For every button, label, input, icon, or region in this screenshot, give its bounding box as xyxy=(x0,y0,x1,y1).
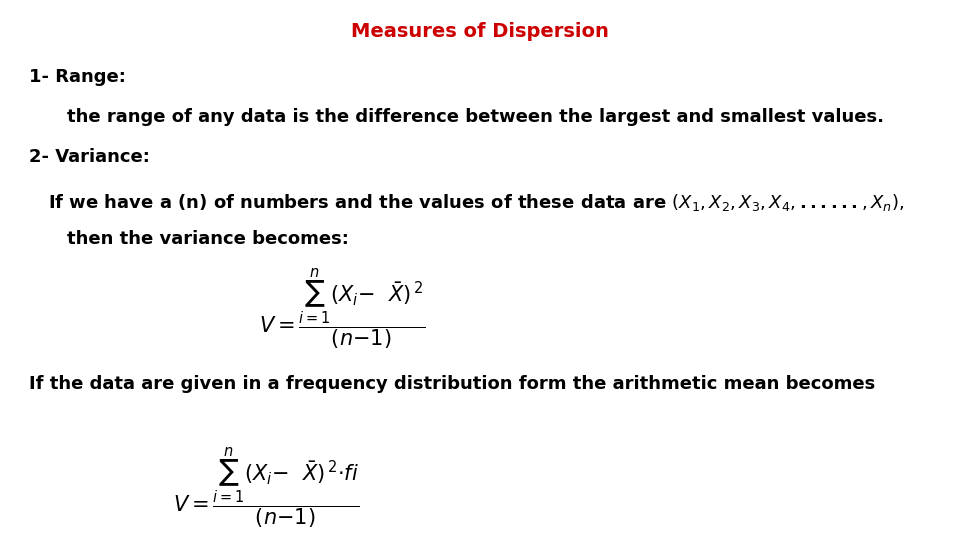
Text: $V{=}\dfrac{\sum_{i=1}^{n}(X_i{-}\ \ \bar{X})^{\,2}}{(n{-}1)}$: $V{=}\dfrac{\sum_{i=1}^{n}(X_i{-}\ \ \ba… xyxy=(259,267,425,353)
Text: Measures of Dispersion: Measures of Dispersion xyxy=(351,22,609,40)
Text: If we have a (n) of numbers and the values of these data are $(X_1, X_2, X_3, X_: If we have a (n) of numbers and the valu… xyxy=(48,192,904,213)
Text: 1- Range:: 1- Range: xyxy=(29,68,126,85)
Text: If the data are given in a frequency distribution form the arithmetic mean becom: If the data are given in a frequency dis… xyxy=(29,375,876,393)
Text: the range of any data is the difference between the largest and smallest values.: the range of any data is the difference … xyxy=(67,108,884,126)
Text: $V{=}\dfrac{\sum_{i=1}^{n}(X_i{-}\ \ \bar{X})^{\,2}{\cdot}fi}{(n{-}1)}$: $V{=}\dfrac{\sum_{i=1}^{n}(X_i{-}\ \ \ba… xyxy=(173,446,359,531)
Text: then the variance becomes:: then the variance becomes: xyxy=(67,230,349,247)
Text: 2- Variance:: 2- Variance: xyxy=(29,148,150,166)
